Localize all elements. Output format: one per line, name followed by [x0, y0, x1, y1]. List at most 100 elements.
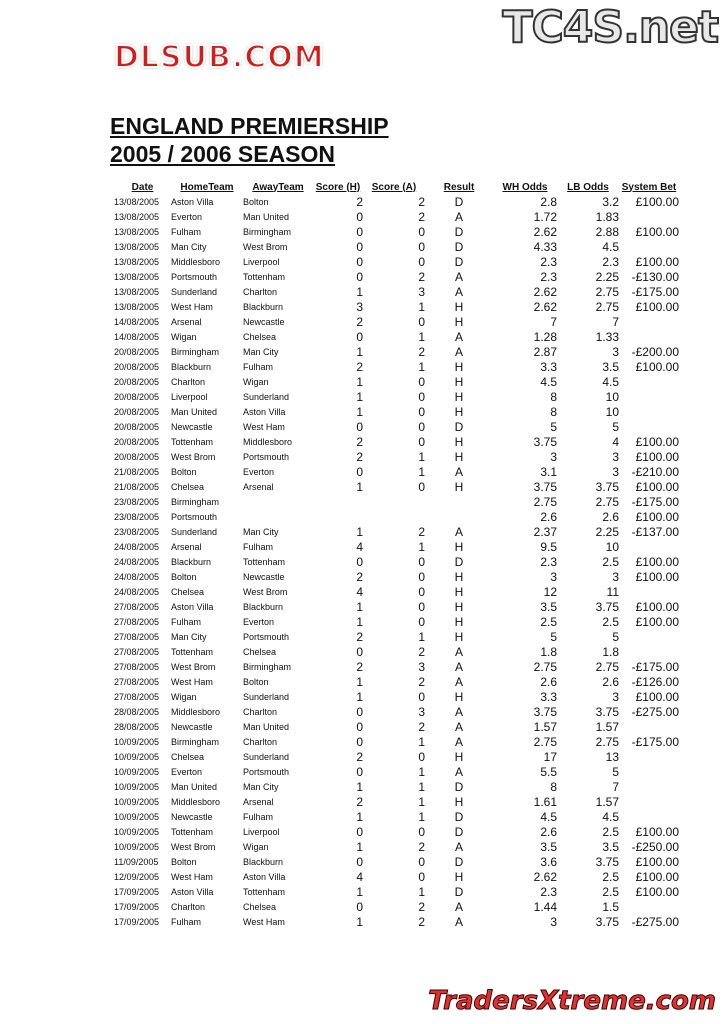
cell-result: A	[454, 719, 463, 734]
cell-score-home: 4	[356, 539, 363, 554]
cell-score-home: 2	[356, 794, 363, 809]
cell-score-home: 0	[356, 464, 363, 479]
cell-wh-odds: 2.87	[533, 344, 557, 359]
cell-system-bet	[619, 539, 679, 554]
cell-result: D	[454, 809, 464, 824]
cell-lb-odds: 3	[612, 569, 619, 584]
cell-lb-odds: 10	[605, 389, 619, 404]
cell-date: 10/09/2005	[114, 841, 160, 852]
cell-date: 10/09/2005	[114, 796, 160, 807]
cell-result: H	[454, 389, 464, 404]
cell-away-team: West Brom	[243, 241, 288, 252]
cell-system-bet: £100.00	[635, 254, 679, 269]
cell-lb-odds: 1.33	[595, 329, 619, 344]
cell-system-bet: £100.00	[635, 689, 679, 704]
cell-wh-odds: 3	[550, 449, 557, 464]
cell-date: 10/09/2005	[114, 751, 160, 762]
cell-score-away: 0	[418, 224, 425, 239]
cell-lb-odds: 2.5	[602, 824, 619, 839]
cell-date: 27/08/2005	[114, 646, 160, 657]
cell-home-team: Portsmouth	[171, 271, 218, 282]
cell-lb-odds: 1.57	[595, 794, 619, 809]
cell-score-away	[363, 494, 425, 509]
cell-result: H	[454, 374, 464, 389]
cell-lb-odds: 2.5	[602, 869, 619, 884]
table-row: 10/09/2005 Everton Portsmouth 0 1 A 5.5 5	[114, 764, 679, 779]
cell-away-team: Charlton	[243, 706, 278, 717]
cell-home-team: Sunderland	[171, 526, 218, 537]
cell-score-home: 0	[356, 644, 363, 659]
cell-score-home: 1	[356, 779, 363, 794]
header-score-away: Score (A)	[371, 181, 417, 193]
cell-home-team: Middlesboro	[171, 706, 221, 717]
cell-date: 10/09/2005	[114, 736, 160, 747]
cell-system-bet	[619, 749, 679, 764]
cell-away-team: Chelsea	[243, 646, 277, 657]
cell-result: A	[454, 674, 463, 689]
cell-home-team: Fulham	[171, 616, 202, 627]
cell-date: 23/08/2005	[114, 526, 160, 537]
cell-system-bet	[619, 629, 679, 644]
cell-away-team: Man City	[243, 346, 279, 357]
tradersxtreme-logo: TradersXtreme.com	[428, 986, 717, 1017]
cell-score-away: 1	[418, 449, 425, 464]
cell-system-bet	[619, 794, 679, 809]
cell-system-bet: -£210.00	[631, 464, 679, 479]
cell-system-bet	[619, 419, 679, 434]
cell-result: D	[454, 779, 464, 794]
cell-wh-odds: 2.6	[540, 674, 557, 689]
cell-score-away: 1	[418, 359, 425, 374]
cell-score-away: 0	[418, 479, 425, 494]
cell-score-away: 2	[418, 839, 425, 854]
table-row: 13/08/2005 Sunderland Charlton 1 3 A 2.62 2.75-…	[114, 284, 679, 299]
cell-date: 27/08/2005	[114, 691, 160, 702]
cell-result: A	[454, 284, 463, 299]
results-table: Date HomeTeam AwayTeam Score (H) Score (A) Re…	[114, 180, 679, 929]
cell-lb-odds: 2.75	[595, 494, 619, 509]
cell-system-bet	[619, 209, 679, 224]
header-lb-odds: LB Odds	[567, 181, 609, 193]
cell-score-home: 0	[356, 734, 363, 749]
table-row: 20/08/2005 Blackburn Fulham 2 1 H 3.3 3.5 £100.0…	[114, 359, 679, 374]
cell-score-home: 1	[356, 914, 363, 929]
cell-lb-odds: 4.5	[602, 809, 619, 824]
cell-date: 13/08/2005	[114, 211, 160, 222]
cell-wh-odds: 3	[550, 914, 557, 929]
cell-date: 13/08/2005	[114, 241, 160, 252]
cell-date: 24/08/2005	[114, 556, 160, 567]
table-row: 20/08/2005 Tottenham Middlesboro 2 0 H 3.75 4 £1…	[114, 434, 679, 449]
cell-lb-odds: 2.25	[595, 524, 619, 539]
cell-result: A	[454, 329, 463, 344]
cell-date: 27/08/2005	[114, 616, 160, 627]
cell-wh-odds: 17	[543, 749, 557, 764]
cell-score-away: 2	[418, 269, 425, 284]
header-result: Result	[443, 181, 475, 193]
cell-result: H	[454, 314, 464, 329]
cell-score-away: 0	[418, 584, 425, 599]
cell-score-home: 0	[356, 224, 363, 239]
cell-score-home: 0	[356, 254, 363, 269]
cell-away-team: Man United	[243, 211, 290, 222]
cell-home-team: Arsenal	[171, 541, 202, 552]
cell-away-team: Everton	[243, 616, 275, 627]
cell-system-bet	[619, 374, 679, 389]
cell-result: A	[454, 644, 463, 659]
cell-system-bet: -£175.00	[631, 659, 679, 674]
cell-away-team: Newcastle	[243, 571, 285, 582]
cell-date: 11/09/2005	[114, 856, 159, 867]
cell-system-bet: £100.00	[635, 509, 679, 524]
cell-score-home: 0	[356, 419, 363, 434]
cell-lb-odds: 2.6	[602, 509, 619, 524]
cell-result: H	[454, 479, 464, 494]
cell-wh-odds: 1.28	[533, 329, 557, 344]
cell-result: A	[454, 704, 463, 719]
cell-away-team: Liverpool	[243, 826, 280, 837]
cell-score-home: 1	[356, 884, 363, 899]
cell-score-away: 2	[418, 644, 425, 659]
cell-system-bet	[619, 239, 679, 254]
cell-wh-odds: 3.75	[533, 434, 557, 449]
cell-score-home: 4	[356, 869, 363, 884]
cell-wh-odds: 2.75	[533, 659, 557, 674]
cell-score-home: 2	[356, 194, 363, 209]
cell-system-bet: -£175.00	[631, 494, 679, 509]
